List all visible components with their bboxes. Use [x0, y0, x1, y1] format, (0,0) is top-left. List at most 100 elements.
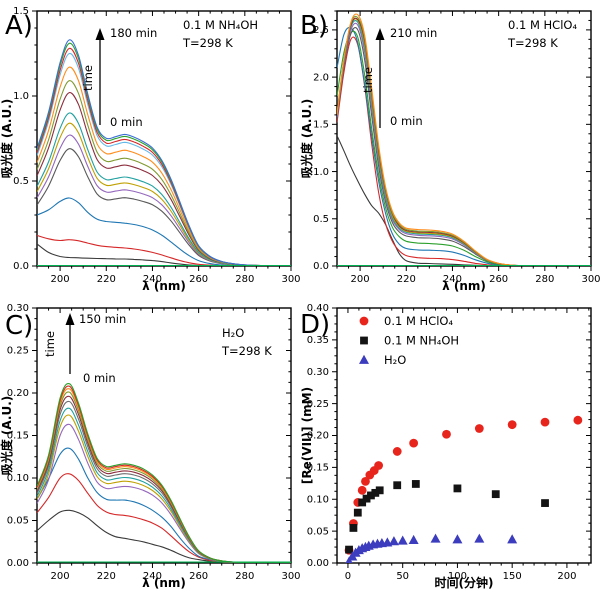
data-point [375, 486, 384, 495]
panel-b: 200 220 240 260 280 300 0.0 0.5 1.0 1.5 2.0 2.5 λ (n… [299, 0, 600, 297]
data-point [362, 494, 371, 503]
legend-marker [360, 336, 368, 345]
axis-ticks [332, 307, 591, 568]
data-point [371, 488, 380, 497]
data-point [349, 524, 358, 532]
y-tick-label: 0.5 [313, 214, 329, 225]
axis-ticks [32, 10, 292, 271]
panel-d-chart: 0 50 100 150 200 0.00 0.05 0.10 0.15 0.20 0.25 0.30… [300, 303, 592, 590]
y-tick-label: 0.30 [7, 303, 29, 314]
data-point [491, 490, 500, 499]
legend-label: H₂O [384, 353, 406, 367]
data-point [541, 499, 549, 507]
data-point [374, 461, 384, 470]
x-tick-label: 220 [97, 274, 116, 285]
spectrum-curve-a-11 [37, 47, 291, 266]
x-tick-label: 300 [281, 274, 300, 285]
y-tick-label: 0.15 [307, 463, 329, 474]
y-axis-title: 吸光度 (A.U.) [300, 99, 314, 179]
data-point [452, 534, 463, 544]
data-point [507, 420, 517, 430]
condition-annotation: 0.1 M NH₄OH [183, 18, 258, 32]
data-point [357, 485, 367, 495]
condition-annotation: T=298 K [182, 36, 233, 50]
data-point [392, 447, 402, 456]
y-axis-title: 吸光度 (A.U.) [0, 99, 14, 179]
spectrum-curve-c-1 [37, 473, 291, 563]
panel-letter: D) [300, 310, 330, 340]
y-axis-title: [Re(VII)] (mM) [300, 387, 314, 484]
y-tick-label: 0.15 [7, 431, 29, 442]
spectrum-curve-c-10 [37, 385, 291, 563]
spectrum-curve-a-5 [37, 122, 291, 266]
data-point [573, 415, 583, 425]
spectrum-curve-c-11 [37, 383, 291, 563]
x-axis-title: λ (nm) [142, 576, 186, 590]
panel-a: 200 220 240 260 280 300 0.0 0.5 1.0 1.5 λ (nm) 吸光度 … [0, 0, 301, 297]
spectrum-curve-c-0 [37, 509, 291, 563]
arrow-time-label: time [81, 65, 95, 91]
panel-letter: B) [300, 11, 328, 41]
x-axis-title: λ (nm) [442, 279, 486, 293]
x-tick-label: 240 [143, 571, 162, 582]
data-point [388, 536, 399, 546]
data-point [474, 424, 484, 433]
x-tick-label: 200 [51, 274, 70, 285]
data-point [367, 491, 375, 500]
x-tick-label: 100 [448, 571, 467, 582]
y-axis-title: 吸光度 (A.U.) [0, 396, 14, 476]
arrow-top-label: 150 min [79, 312, 126, 326]
spectrum-curve-c-9 [37, 388, 291, 563]
x-tick-label: 300 [281, 571, 300, 582]
y-tick-label: 1.5 [313, 120, 329, 131]
y-tick-label: 0.30 [307, 367, 329, 378]
y-tick-label: 0.05 [7, 516, 29, 527]
panel-letter: C) [5, 311, 33, 341]
data-point [540, 417, 550, 427]
panel-d: 0 50 100 150 200 0.00 0.05 0.10 0.15 0.20 0.25 0.30… [300, 297, 600, 594]
spectrum-curve-c-7 [37, 395, 291, 563]
x-tick-label: 280 [235, 274, 254, 285]
x-tick-label: 300 [581, 274, 600, 285]
spectrum-curve-a-13 [37, 39, 291, 266]
panel-c: 200 220 240 260 280 300 0.00 0.05 0.10 0.15 0.20 0.… [0, 297, 301, 594]
spectrum-curve-b-2 [337, 26, 591, 266]
data-point [442, 429, 451, 439]
data-point [474, 533, 485, 543]
panel-letter: A) [5, 11, 33, 41]
plot-box [36, 307, 292, 564]
data-point [353, 508, 362, 517]
y-tick-label: 1.0 [313, 167, 329, 178]
y-tick-label: 0.35 [307, 335, 329, 346]
x-axis-title: 时间(分钟) [435, 575, 494, 590]
arrow-bottom-label: 0 min [110, 115, 143, 129]
legend-label: 0.1 M HClO₄ [384, 314, 453, 328]
x-tick-label: 260 [189, 571, 208, 582]
legend: 0.1 M HClO₄ 0.1 M NH₄OH H₂O [359, 314, 459, 367]
y-tick-label: 0.00 [307, 558, 329, 569]
condition-annotation: H₂O [222, 326, 244, 340]
panel-a-chart: 200 220 240 260 280 300 0.0 0.5 1.0 1.5 λ (nm) 吸光度 … [0, 6, 301, 293]
y-tick-label: 2.0 [313, 72, 329, 83]
arrow-time-label: time [43, 331, 57, 357]
time-arrow [375, 28, 385, 128]
y-tick-label: 0.20 [307, 431, 329, 442]
data-point [393, 481, 402, 490]
arrow-top-label: 180 min [110, 26, 157, 40]
x-tick-label: 200 [351, 274, 370, 285]
x-tick-label: 260 [189, 274, 208, 285]
x-tick-label: 240 [443, 274, 462, 285]
data-point [345, 545, 353, 554]
condition-annotation: 0.1 M HClO₄ [508, 18, 577, 32]
x-tick-label: 220 [97, 571, 116, 582]
plot-area [344, 415, 583, 563]
condition-annotation: T=298 K [221, 344, 272, 358]
arrow-bottom-label: 0 min [83, 371, 116, 385]
y-tick-label: 0.10 [307, 494, 329, 505]
data-point [408, 534, 419, 544]
y-tick-label: 0.0 [13, 261, 29, 272]
legend-marker [359, 354, 369, 364]
x-axis-title: λ (nm) [142, 279, 186, 293]
legend-marker [359, 316, 369, 326]
